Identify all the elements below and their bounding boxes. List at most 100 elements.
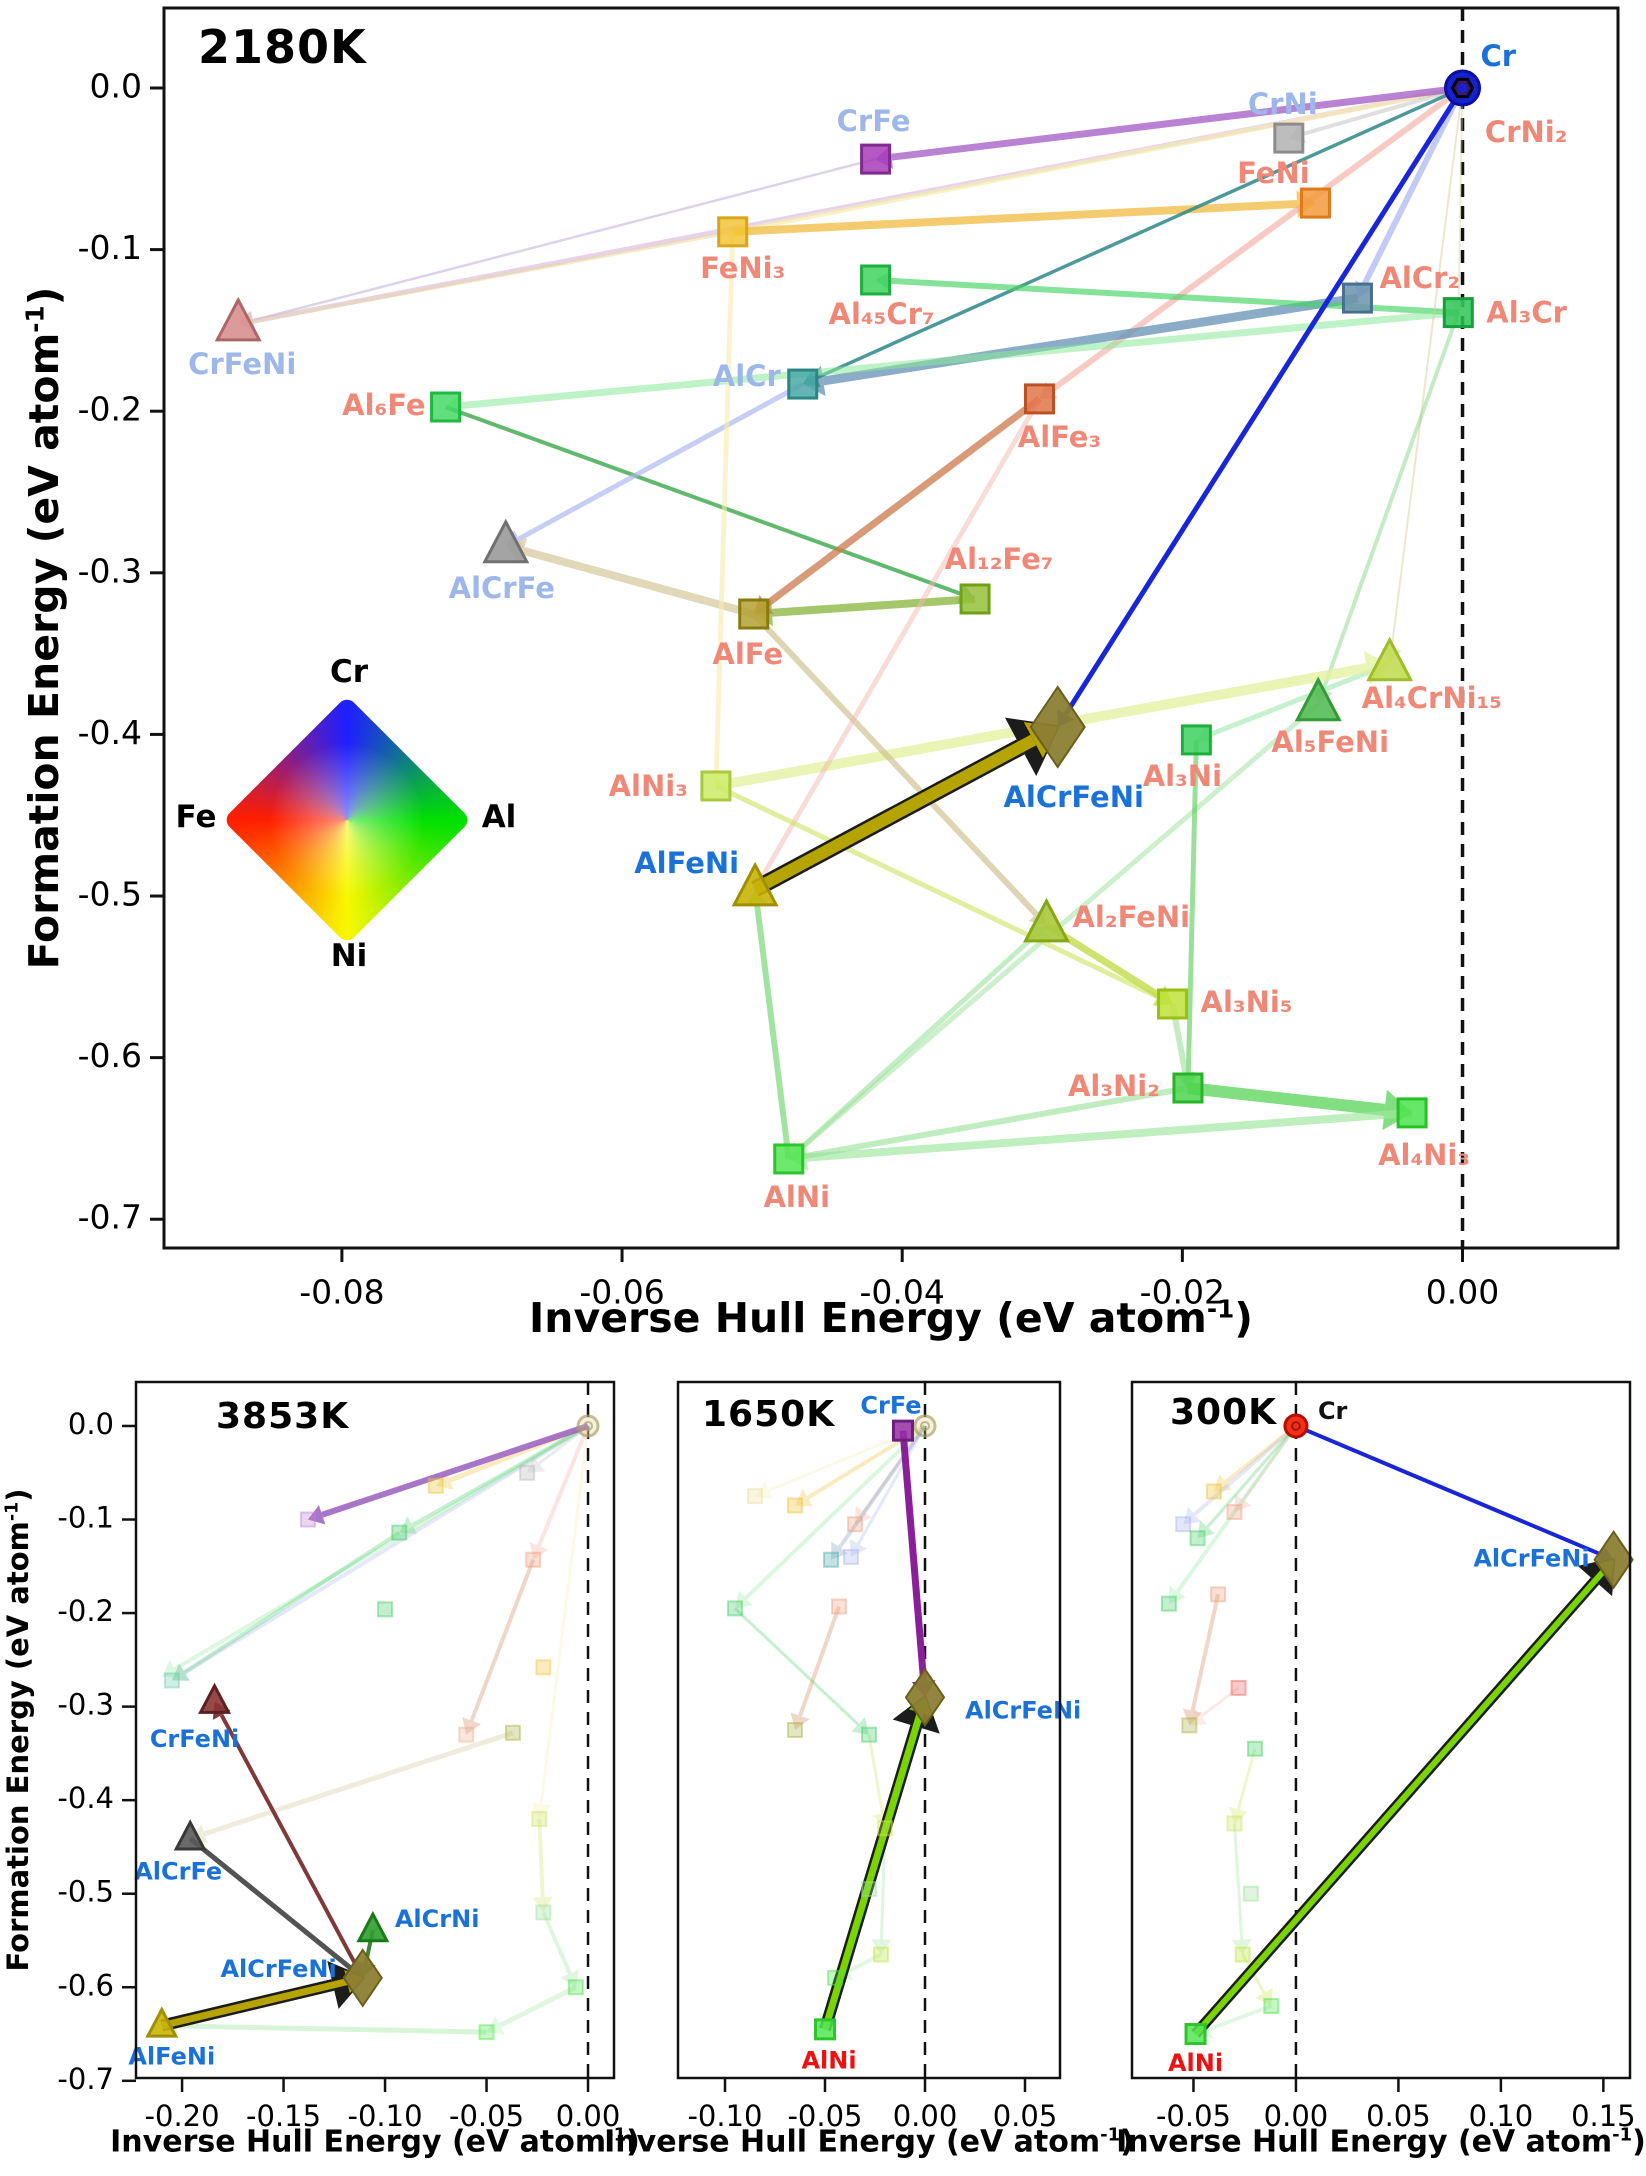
marker-AlCrFeNi <box>342 1948 383 2008</box>
marker-bg <box>1234 1946 1251 1963</box>
arrow-shaft <box>1390 87 1464 650</box>
marker-origin-ring <box>913 1414 937 1438</box>
point-label-CrNi₂: CrNi₂ <box>1485 115 1568 149</box>
arrow-shaft <box>188 1836 353 1971</box>
y-tick-label: -0.1 <box>57 1501 114 1535</box>
x-tick-label: -0.05 <box>449 2099 524 2133</box>
arrow-shaft <box>899 1430 928 1682</box>
marker-bg <box>1230 1679 1247 1696</box>
marker-CrFe <box>892 1419 914 1442</box>
arrow-head <box>1228 1806 1249 1824</box>
marker-bg <box>1246 1740 1263 1757</box>
point-label-AlNi: AlNi <box>1168 2049 1223 2077</box>
marker-bg <box>391 1524 408 1541</box>
marker-AlNi <box>1184 2023 1207 2046</box>
marker-bg <box>427 1477 444 1494</box>
plot-frame <box>162 6 1620 1250</box>
x-tick-label: 0.00 <box>893 2099 958 2133</box>
arrow-head <box>435 1471 454 1490</box>
point-label-AlCrFeNi: AlCrFeNi <box>220 1955 336 1983</box>
marker-bg <box>531 1810 548 1827</box>
arrow-shaft <box>771 595 976 617</box>
arrow-shaft <box>1190 1593 1221 1712</box>
point-label-Al₁₂Fe₇: Al₁₂Fe₇ <box>945 542 1054 576</box>
arrow-head <box>871 1939 892 1955</box>
arrow-head <box>1213 1474 1232 1492</box>
point-label-Al₃Cr: Al₃Cr <box>1486 296 1567 330</box>
arrow-shaft <box>752 734 1037 895</box>
arrow-shaft <box>1175 1424 1298 1593</box>
y-tick-label: -0.3 <box>78 551 142 590</box>
marker-bg <box>1263 1997 1280 2014</box>
point-label-AlCrFeNi: AlCrFeNi <box>1003 780 1143 814</box>
marker-bg <box>1205 1483 1222 1500</box>
point-label-Al₂FeNi: Al₂FeNi <box>1072 900 1190 934</box>
arrow-shaft <box>411 1424 590 1527</box>
arrow-head <box>532 1896 553 1913</box>
plot-s2: CrFe AlCrFeNi AlNi -0.10 -0.05 0.00 0.05 <box>676 1380 1081 2133</box>
marker-bg <box>747 1488 763 1505</box>
marker-Al₄₅Cr₇ <box>860 264 892 296</box>
arrow-shaft <box>713 231 736 772</box>
arrow-head <box>529 1542 549 1560</box>
marker-bg <box>535 1659 552 1676</box>
arrow-shaft <box>173 1424 590 1671</box>
arrow-head <box>531 1802 552 1819</box>
marker-FeNi₃ <box>717 216 749 248</box>
marker-bg <box>847 1516 863 1533</box>
marker-bg <box>827 1969 843 1986</box>
point-label-Al₃Ni: Al₃Ni <box>1143 759 1222 793</box>
arrow-head <box>1182 1708 1203 1726</box>
arrow-head <box>307 1505 326 1525</box>
arrow-shaft <box>891 84 1463 161</box>
marker-bg <box>535 1904 552 1921</box>
arrow-shaft <box>1236 1748 1257 1810</box>
arrow-head <box>1234 1494 1252 1513</box>
marker-Al₄CrNi₁₅ <box>1366 636 1414 682</box>
arrow-shaft <box>847 1952 882 1973</box>
y-tick-label: 0.0 <box>90 66 142 105</box>
arrow-shaft <box>252 229 734 324</box>
point-label-CrNi: CrNi <box>1248 87 1318 121</box>
arrow-shaft <box>806 1108 1413 1162</box>
arrow-shaft <box>1321 311 1461 691</box>
arrow-head <box>1183 1506 1202 1525</box>
marker-bg <box>877 1820 893 1837</box>
arrow-head <box>462 1717 481 1735</box>
arrow-shaft <box>733 1607 860 1726</box>
marker-Cr <box>1444 69 1482 107</box>
point-label-AlNi: AlNi <box>763 1180 830 1214</box>
point-label-AlCrFe: AlCrFe <box>134 1858 222 1886</box>
arrow-shaft <box>1232 1823 1244 1940</box>
plot-frame <box>1130 1380 1632 2080</box>
x-tick-label: -0.05 <box>1156 2099 1231 2133</box>
marker-bg <box>861 1881 877 1898</box>
arrow-head <box>849 1538 868 1557</box>
point-label-Al₄Ni₃: Al₄Ni₃ <box>1378 1138 1470 1172</box>
y-tick-label: -0.4 <box>57 1781 114 1815</box>
marker-bg <box>519 1464 536 1481</box>
arrow-head <box>486 2016 505 2035</box>
point-label-AlNi: AlNi <box>801 2046 856 2074</box>
x-tick-label: -0.02 <box>1140 1273 1225 1312</box>
marker-CrFe <box>860 143 892 175</box>
point-label-AlCrFeNi: AlCrFeNi <box>965 1696 1081 1724</box>
marker-AlCr <box>787 368 819 400</box>
arrow-head <box>755 1481 773 1500</box>
arrow-shaft <box>1187 1082 1386 1116</box>
arrow-shaft <box>522 546 755 618</box>
arrow-shaft <box>821 1711 924 2031</box>
marker-Cr-core <box>1455 81 1470 95</box>
marker-bg <box>1226 1504 1243 1521</box>
point-label-Al₃Ni₂: Al₃Ni₂ <box>1068 1069 1160 1103</box>
arrow-head <box>1197 1520 1215 1539</box>
arrow-shaft <box>1063 86 1465 716</box>
arrow-shaft <box>461 309 1459 409</box>
plot-s1: CrFeNi AlCrFe AlCrNi AlCrFeNi AlFeNi -0.20 -0.… <box>57 1380 620 2133</box>
arrow-shaft <box>746 85 1463 232</box>
x-tick-label: -0.08 <box>299 1273 384 1312</box>
marker-CrNi <box>1273 122 1305 154</box>
y-tick-label: -0.7 <box>78 1198 142 1237</box>
plot-main: CrCrNi₂CrNiCrFeFeNi₃FeNiAl₄₅Cr₇AlCr₂Al₃C… <box>78 6 1620 1312</box>
x-tick-label: -0.15 <box>246 2099 321 2133</box>
